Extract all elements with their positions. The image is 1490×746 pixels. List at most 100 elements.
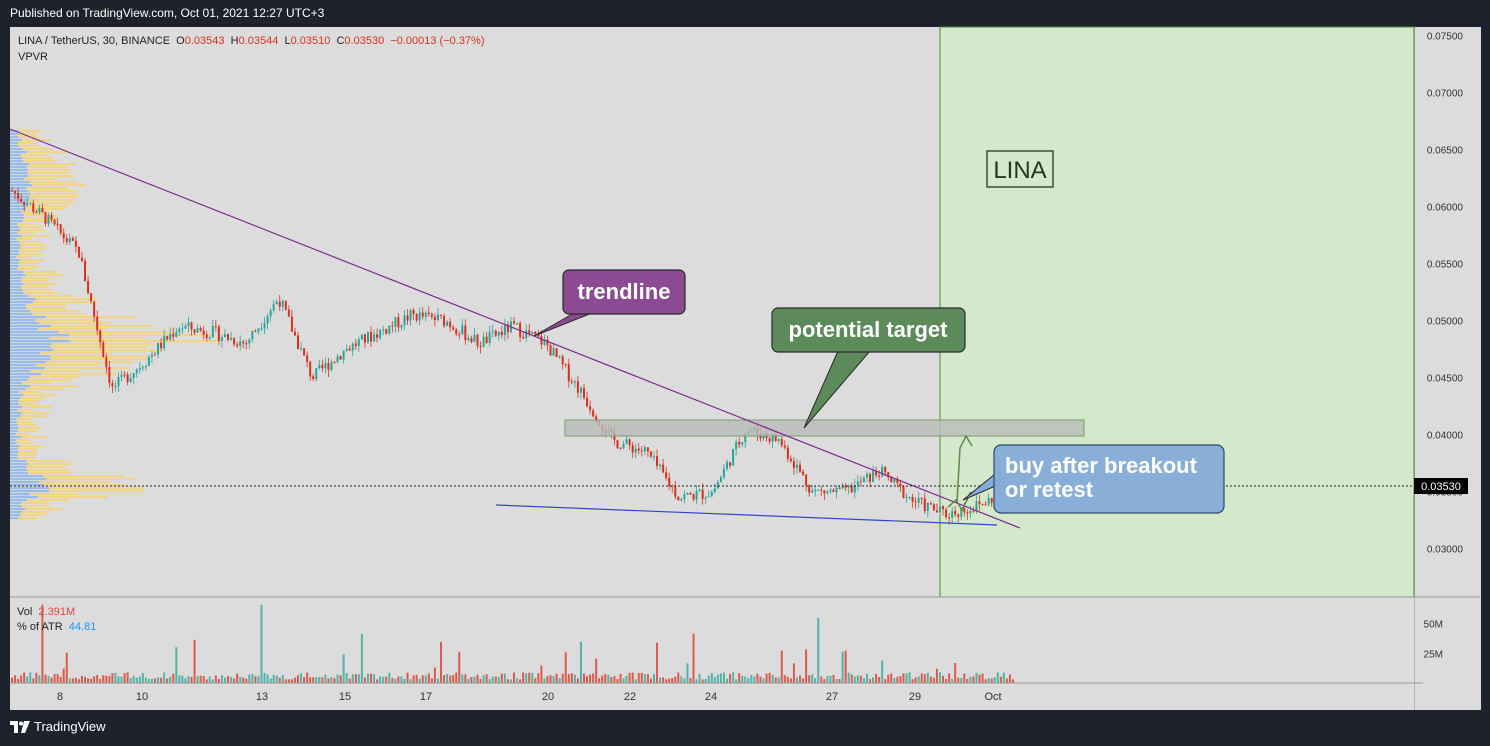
volume-bar bbox=[747, 678, 750, 683]
volume-bar bbox=[844, 650, 847, 683]
candle bbox=[808, 484, 811, 497]
support-line[interactable] bbox=[495, 504, 998, 526]
volume-bar bbox=[257, 676, 260, 683]
lina-label[interactable]: LINA bbox=[986, 150, 1054, 188]
candle bbox=[935, 503, 938, 513]
vpvr-buy-bar bbox=[10, 262, 19, 265]
volume-bar bbox=[805, 649, 808, 683]
volume-bar bbox=[17, 678, 20, 683]
candle bbox=[649, 450, 652, 459]
vpvr-buy-bar bbox=[10, 283, 24, 286]
volume-bar bbox=[786, 676, 789, 683]
vpvr-buy-bar bbox=[10, 427, 19, 430]
vpvr-buy-bar bbox=[10, 397, 21, 400]
price-axis-panel[interactable] bbox=[1414, 27, 1481, 710]
vpvr-sell-bar bbox=[16, 421, 34, 424]
candle bbox=[272, 300, 275, 313]
volume-bar bbox=[957, 677, 960, 683]
volume-bar bbox=[853, 676, 856, 683]
candle bbox=[713, 483, 716, 495]
candle bbox=[154, 351, 156, 356]
vpvr-sell-bar bbox=[17, 142, 37, 145]
volume-bar bbox=[242, 677, 245, 683]
target-callout-text: potential target bbox=[789, 317, 949, 342]
buy-callout[interactable]: buy after breakout or retest bbox=[962, 444, 1225, 514]
published-header: Published on TradingView.com, Oct 01, 20… bbox=[10, 6, 325, 20]
vpvr-sell-bar bbox=[19, 229, 44, 232]
volume-bar bbox=[564, 652, 567, 683]
tradingview-brand[interactable]: TradingView bbox=[10, 719, 106, 734]
vpvr-buy-bar bbox=[10, 232, 18, 235]
candle bbox=[899, 479, 902, 492]
vpvr-sell-bar bbox=[18, 262, 40, 265]
candle bbox=[315, 368, 318, 382]
candle bbox=[914, 497, 917, 510]
volume-bar bbox=[531, 672, 534, 683]
volume-bar bbox=[881, 660, 884, 683]
volume-bar bbox=[677, 672, 680, 683]
candle bbox=[829, 487, 832, 495]
vpvr-buy-bar bbox=[10, 181, 30, 184]
trendline-callout[interactable]: trendline bbox=[533, 269, 686, 337]
volume-bar bbox=[123, 673, 126, 683]
trendline[interactable] bbox=[9, 128, 1021, 529]
volume-bar bbox=[683, 678, 686, 683]
volume-bar bbox=[768, 672, 771, 683]
vpvr-sell-bar bbox=[29, 376, 79, 379]
candle bbox=[987, 493, 990, 507]
volume-bar bbox=[762, 678, 765, 683]
volume-bar bbox=[324, 674, 327, 683]
indicator-legend[interactable]: VPVR bbox=[18, 51, 48, 63]
candle bbox=[169, 327, 172, 342]
volume-bar bbox=[738, 673, 741, 683]
candle bbox=[202, 326, 205, 340]
candle bbox=[662, 458, 665, 474]
candle bbox=[397, 313, 400, 332]
vpvr-sell-bar bbox=[28, 295, 74, 298]
volume-bar bbox=[409, 679, 412, 683]
volume-legend[interactable]: Vol 2.391M % of ATR 44.81 bbox=[17, 606, 96, 633]
candle bbox=[485, 331, 488, 344]
volume-bar bbox=[488, 678, 491, 683]
candle bbox=[570, 377, 573, 385]
vpvr-buy-bar bbox=[10, 412, 22, 415]
vpvr-buy-bar bbox=[10, 337, 50, 340]
volume-bar bbox=[41, 604, 44, 683]
vpvr-buy-bar bbox=[10, 142, 18, 145]
vpvr-sell-bar bbox=[22, 406, 53, 409]
vpvr-sell-bar bbox=[28, 175, 74, 178]
candle bbox=[144, 364, 147, 371]
vpvr-buy-bar bbox=[10, 268, 18, 271]
candle bbox=[497, 330, 500, 341]
vpvr-sell-bar bbox=[23, 271, 56, 274]
candle bbox=[954, 506, 957, 518]
candle bbox=[503, 318, 506, 342]
volume-bar bbox=[114, 672, 117, 683]
vpvr-buy-bar bbox=[10, 433, 16, 436]
vpvr-buy-bar bbox=[10, 478, 47, 481]
vpvr-buy-bar bbox=[10, 319, 36, 322]
volume-bar bbox=[826, 675, 829, 683]
vpvr-sell-bar bbox=[23, 214, 58, 217]
volume-bar bbox=[233, 678, 236, 683]
volume-bar bbox=[528, 672, 531, 683]
vpvr-buy-bar bbox=[10, 430, 18, 433]
symbol-legend[interactable]: LINA / TetherUS, 30, BINANCE O0.03543 H0… bbox=[18, 35, 485, 47]
vpvr-sell-bar bbox=[30, 370, 81, 373]
target-callout[interactable]: potential target bbox=[771, 307, 966, 429]
volume-bar bbox=[607, 674, 610, 683]
volume-bar bbox=[278, 677, 281, 683]
vpvr-buy-bar bbox=[10, 349, 54, 352]
candle bbox=[957, 513, 960, 523]
volume-bar bbox=[710, 672, 713, 683]
candle bbox=[476, 333, 479, 350]
vpvr-buy-bar bbox=[10, 493, 30, 496]
candle bbox=[251, 330, 254, 343]
candle bbox=[768, 437, 771, 445]
candle bbox=[616, 439, 619, 450]
candle bbox=[506, 320, 509, 340]
volume-bar bbox=[443, 675, 446, 683]
vpvr-buy-bar bbox=[10, 304, 26, 307]
candle bbox=[90, 292, 93, 305]
